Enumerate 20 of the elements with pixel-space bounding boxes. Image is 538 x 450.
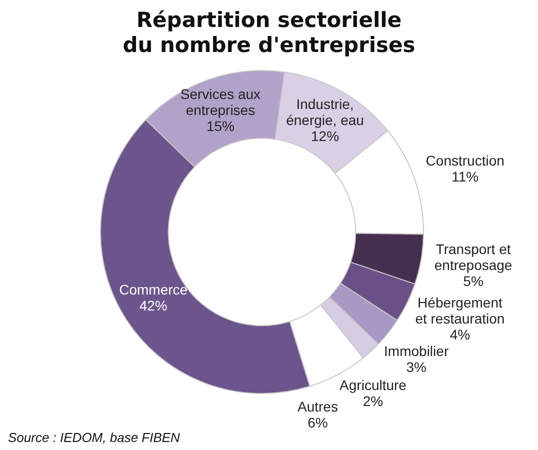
slice-label: Transport et entreposage — [434, 240, 512, 273]
slice-label: Industrie, énergie, eau — [286, 96, 364, 128]
data-label: 11% — [452, 168, 479, 185]
data-label: 3% — [406, 359, 426, 376]
slice-label: Agriculture — [340, 377, 407, 394]
data-label: 15% — [206, 118, 234, 134]
data-label: 42% — [139, 298, 168, 314]
source-note: Source : IEDOM, base FIBEN — [8, 430, 180, 445]
slice-label: Commerce — [119, 282, 188, 298]
data-label: 2% — [362, 393, 384, 410]
slice-label: Hébergement et restauration — [415, 294, 505, 326]
data-label: 6% — [308, 414, 328, 430]
slice-label: Construction — [426, 152, 504, 169]
slice-label: Autres — [297, 398, 338, 414]
slice-label: Immobilier — [384, 343, 449, 360]
slice-label: Services aux entreprises — [180, 86, 261, 118]
data-label: 5% — [463, 272, 484, 289]
data-label: 4% — [450, 326, 470, 342]
chart-title: Répartition sectorielle du nombre d'entreprises — [122, 8, 416, 58]
data-label: 12% — [311, 128, 340, 144]
